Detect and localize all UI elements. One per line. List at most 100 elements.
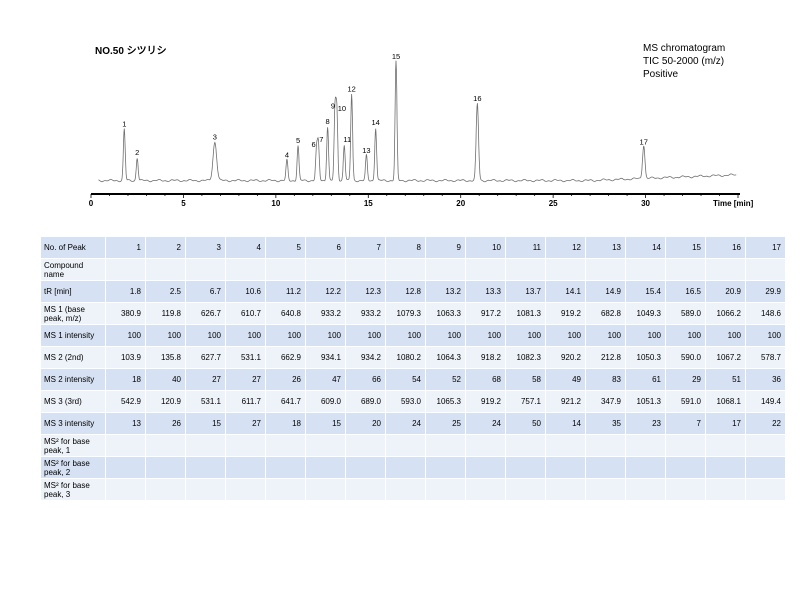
table-cell <box>625 258 666 281</box>
table-cell: 100 <box>745 324 786 347</box>
table-cell: 100 <box>505 324 546 347</box>
table-cell: 61 <box>625 368 666 391</box>
table-cell <box>705 434 746 457</box>
table-cell <box>385 434 426 457</box>
table-cell <box>105 456 146 479</box>
row-header: Compound name <box>40 258 106 281</box>
table-cell <box>545 478 586 501</box>
x-tick-label: 0 <box>89 199 94 208</box>
table-cell <box>585 456 626 479</box>
table-cell: 10.6 <box>225 280 266 303</box>
table-row: MS 1 intensity 100 100 100 100 100 100 100 100 10… <box>40 324 786 347</box>
table-cell <box>425 258 466 281</box>
table-cell <box>185 434 226 457</box>
table-cell <box>305 456 346 479</box>
row-header: MS 1 intensity <box>40 324 106 347</box>
meta-line-range: TIC 50-2000 (m/z) <box>643 56 725 67</box>
row-header: tR [min] <box>40 280 106 303</box>
table-cell: 12.3 <box>345 280 386 303</box>
table-cell: 13.7 <box>505 280 546 303</box>
meta-line-polarity: Positive <box>643 69 679 80</box>
table-cell: 542.9 <box>105 390 146 413</box>
table-row: MS² for base peak, 2 <box>40 456 786 479</box>
table-cell: 1 <box>105 236 146 259</box>
table-row: MS 2 (2nd) 103.9 135.8 627.7 531.1 662.9 934.1… <box>40 346 786 369</box>
table-cell <box>465 478 506 501</box>
table-cell <box>425 434 466 457</box>
table-cell: 16 <box>705 236 746 259</box>
table-cell: 100 <box>425 324 466 347</box>
table-cell <box>585 434 626 457</box>
table-cell: 15 <box>305 412 346 435</box>
x-axis-label: Time [min] <box>713 199 754 208</box>
table-cell <box>545 434 586 457</box>
table-cell: 1065.3 <box>425 390 466 413</box>
table-cell: 7 <box>665 412 706 435</box>
table-cell <box>345 478 386 501</box>
table-cell: 24 <box>385 412 426 435</box>
table-cell: 757.1 <box>505 390 546 413</box>
peak-label: 11 <box>343 135 351 144</box>
table-cell: 934.2 <box>345 346 386 369</box>
table-cell: 2 <box>145 236 186 259</box>
table-cell: 593.0 <box>385 390 426 413</box>
table-cell <box>425 456 466 479</box>
table-cell: 20 <box>345 412 386 435</box>
table-cell: 100 <box>105 324 146 347</box>
table-cell: 51 <box>705 368 746 391</box>
table-cell: 1064.3 <box>425 346 466 369</box>
table-cell: 918.2 <box>465 346 506 369</box>
table-cell <box>145 478 186 501</box>
table-cell: 626.7 <box>185 302 226 325</box>
table-cell: 347.9 <box>585 390 626 413</box>
table-cell: 933.2 <box>345 302 386 325</box>
table-cell: 380.9 <box>105 302 146 325</box>
table-cell: 100 <box>465 324 506 347</box>
table-cell: 100 <box>665 324 706 347</box>
table-cell: 921.2 <box>545 390 586 413</box>
table-cell <box>505 258 546 281</box>
table-cell <box>225 258 266 281</box>
table-cell: 100 <box>625 324 666 347</box>
table-cell: 100 <box>185 324 226 347</box>
table-cell: 100 <box>265 324 306 347</box>
peak-label: 6 <box>311 140 315 149</box>
table-cell: 8 <box>385 236 426 259</box>
table-row: Compound name <box>40 258 786 281</box>
table-cell: 1068.1 <box>705 390 746 413</box>
table-cell <box>705 478 746 501</box>
table-cell <box>665 456 706 479</box>
row-header: No. of Peak <box>40 236 106 259</box>
table-row: No. of Peak 1 2 3 4 5 6 7 8 9 10 11 12 13 14 15 16 17 <box>40 236 786 259</box>
meta-line-mode: MS chromatogram <box>643 43 726 54</box>
peak-label: 7 <box>319 135 323 144</box>
table-cell: 68 <box>465 368 506 391</box>
table-cell: 25 <box>425 412 466 435</box>
table-cell: 100 <box>545 324 586 347</box>
peak-label: 8 <box>326 117 330 126</box>
table-cell: 58 <box>505 368 546 391</box>
table-cell <box>745 258 786 281</box>
table-cell <box>625 456 666 479</box>
x-ticks: 0 5 10 15 20 25 30 <box>89 194 739 208</box>
peak-label: 1 <box>122 119 126 128</box>
table-cell: 1082.3 <box>505 346 546 369</box>
table-row: MS 3 (3rd) 542.9 120.9 531.1 611.7 641.7 609.0… <box>40 390 786 413</box>
table-cell <box>305 434 346 457</box>
table-cell: 13.2 <box>425 280 466 303</box>
table-cell <box>745 456 786 479</box>
table-cell: 590.0 <box>665 346 706 369</box>
row-header: MS 3 (3rd) <box>40 390 106 413</box>
table-cell: 20.9 <box>705 280 746 303</box>
table-cell: 13.3 <box>465 280 506 303</box>
table-cell: 1050.3 <box>625 346 666 369</box>
table-row: tR [min] 1.8 2.5 6.7 10.6 11.2 12.2 12.3 12.8 13.… <box>40 280 786 303</box>
table-cell <box>745 434 786 457</box>
table-cell: 11.2 <box>265 280 306 303</box>
table-cell <box>705 456 746 479</box>
table-cell <box>465 456 506 479</box>
table-cell: 148.6 <box>745 302 786 325</box>
table-cell: 12.2 <box>305 280 346 303</box>
table-cell: 14.9 <box>585 280 626 303</box>
table-cell <box>705 258 746 281</box>
